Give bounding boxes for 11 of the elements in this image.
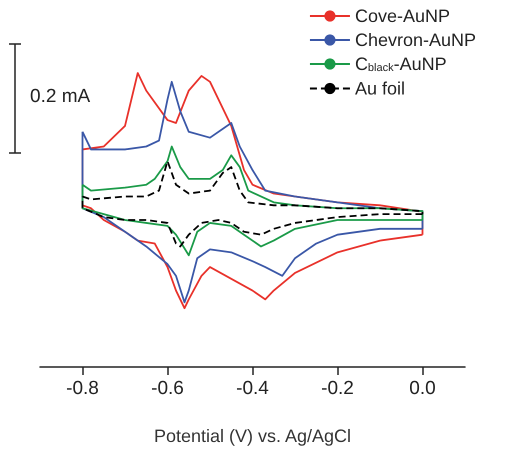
x-tick-label: -0.4 — [236, 378, 270, 399]
x-axis-title: Potential (V) vs. Ag/AgCl — [154, 426, 352, 446]
x-tick-label: -0.2 — [321, 378, 354, 399]
x-tick-label: -0.8 — [66, 378, 99, 399]
legend-label: Cove-AuNP — [354, 6, 450, 26]
legend-label: Cblack-AuNP — [354, 54, 447, 74]
annotation: 0.2 mA — [30, 86, 90, 108]
legend-label: Chevron-AuNP — [354, 30, 476, 50]
legend-label: Au foil — [354, 78, 405, 98]
x-tick-label: -0.6 — [151, 378, 184, 399]
x-tick-label: 0.0 — [409, 378, 436, 399]
